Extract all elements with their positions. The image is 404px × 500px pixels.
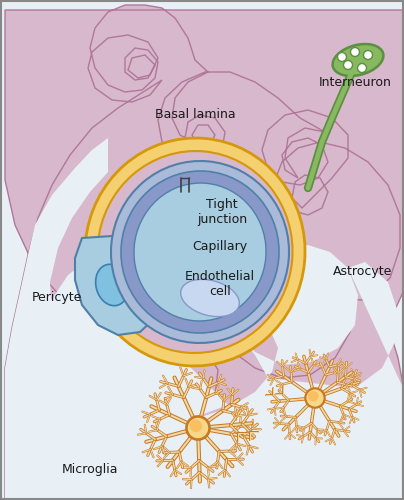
Circle shape <box>358 64 366 72</box>
Text: Basal lamina: Basal lamina <box>155 108 235 121</box>
Text: Microglia: Microglia <box>62 464 118 476</box>
Ellipse shape <box>121 171 279 333</box>
Polygon shape <box>75 236 162 335</box>
Polygon shape <box>5 5 404 500</box>
Circle shape <box>308 391 319 402</box>
Text: Endothelial
cell: Endothelial cell <box>185 270 255 298</box>
Circle shape <box>305 388 325 407</box>
Text: Tight
junction: Tight junction <box>197 198 247 226</box>
Circle shape <box>189 420 202 432</box>
Ellipse shape <box>134 183 266 321</box>
Text: Capillary: Capillary <box>192 240 248 253</box>
Text: Interneuron: Interneuron <box>319 76 392 88</box>
Circle shape <box>364 50 372 59</box>
Ellipse shape <box>111 161 289 343</box>
Circle shape <box>343 60 353 70</box>
Circle shape <box>351 48 360 56</box>
Circle shape <box>187 416 210 440</box>
Polygon shape <box>48 255 228 422</box>
Ellipse shape <box>181 280 239 316</box>
Text: Pericyte: Pericyte <box>32 292 82 304</box>
Circle shape <box>337 52 347 62</box>
Polygon shape <box>5 138 404 500</box>
Ellipse shape <box>85 138 305 366</box>
Ellipse shape <box>96 264 128 306</box>
Text: Astrocyte: Astrocyte <box>332 266 392 278</box>
Ellipse shape <box>332 44 383 76</box>
Ellipse shape <box>97 151 292 353</box>
